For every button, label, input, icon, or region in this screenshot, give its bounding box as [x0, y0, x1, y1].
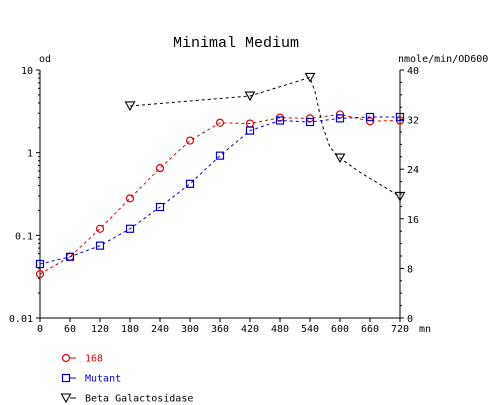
data-point	[305, 117, 315, 127]
chart-title: Minimal Medium	[173, 35, 299, 52]
data-point	[125, 224, 135, 233]
right-tick-label: 8	[407, 264, 413, 275]
x-unit-label: mn	[419, 324, 431, 335]
axes	[39, 70, 401, 319]
x-tick-label: 120	[91, 324, 109, 335]
series-line	[39, 116, 400, 265]
data-point	[35, 259, 45, 269]
x-tick-label: 480	[271, 324, 289, 335]
left-axis-label: od	[39, 54, 51, 65]
x-ticks: 0 60 120 180 240 300 360 420 480 540 600 660 720	[37, 318, 409, 335]
x-tick-label: 360	[211, 324, 229, 335]
x-tick-label: 660	[361, 324, 379, 335]
legend-item: Mutant	[61, 373, 121, 385]
x-tick-label: 300	[181, 324, 199, 335]
left-tick-label: 1	[27, 149, 33, 160]
legend-item: Beta Galactosidase	[60, 393, 193, 405]
x-tick-label: 540	[301, 324, 319, 335]
series-1	[35, 112, 405, 269]
data-point	[35, 269, 45, 279]
data-point	[365, 117, 375, 126]
right-tick-label: 40	[407, 66, 419, 77]
data-point	[185, 136, 195, 145]
data-point	[394, 191, 406, 202]
legend-marker	[60, 393, 72, 404]
series-layer	[35, 72, 406, 279]
data-point	[395, 112, 405, 122]
right-tick-label: 32	[407, 116, 419, 127]
data-point	[95, 241, 105, 250]
legend-label: Mutant	[85, 374, 121, 385]
series-0	[35, 110, 405, 279]
x-tick-label: 240	[151, 324, 169, 335]
right-tick-label: 0	[407, 314, 413, 325]
data-point	[365, 112, 375, 122]
legend-marker	[61, 353, 71, 363]
right-tick-label: 16	[407, 215, 419, 226]
legend-item: 168	[61, 353, 103, 365]
x-tick-label: 0	[37, 324, 43, 335]
left-tick-label: 0.1	[15, 231, 33, 242]
series-line	[39, 113, 401, 275]
left-ticks: 0.01 0.1 1 10	[9, 66, 40, 325]
data-point	[155, 202, 165, 212]
data-point	[334, 153, 346, 164]
left-tick-label: 0.01	[9, 314, 33, 325]
series-line	[129, 76, 401, 197]
series-2	[124, 72, 406, 202]
data-point	[185, 179, 195, 188]
legend: 168 Mutant Beta Galactosidase	[60, 353, 193, 405]
x-tick-label: 600	[331, 324, 349, 335]
x-tick-label: 720	[391, 324, 409, 335]
left-tick-label: 10	[21, 66, 33, 77]
data-point	[65, 252, 75, 261]
data-point	[125, 194, 135, 203]
data-point	[155, 164, 165, 173]
data-point	[124, 101, 136, 112]
data-point	[245, 126, 255, 135]
right-ticks: 0 8 16 24 32 40	[400, 66, 419, 325]
data-point	[244, 91, 256, 102]
data-point	[215, 118, 225, 127]
x-tick-label: 180	[121, 324, 139, 335]
legend-label: Beta Galactosidase	[85, 394, 193, 405]
data-point	[304, 72, 316, 83]
right-tick-label: 24	[407, 165, 419, 176]
legend-marker	[61, 373, 71, 383]
data-point	[335, 114, 345, 123]
legend-label: 168	[85, 354, 103, 365]
data-point	[215, 151, 225, 160]
x-tick-label: 60	[64, 324, 76, 335]
right-axis-label: nmole/min/OD600	[398, 54, 488, 65]
data-point	[95, 224, 105, 233]
x-tick-label: 420	[241, 324, 259, 335]
data-point	[275, 116, 285, 125]
